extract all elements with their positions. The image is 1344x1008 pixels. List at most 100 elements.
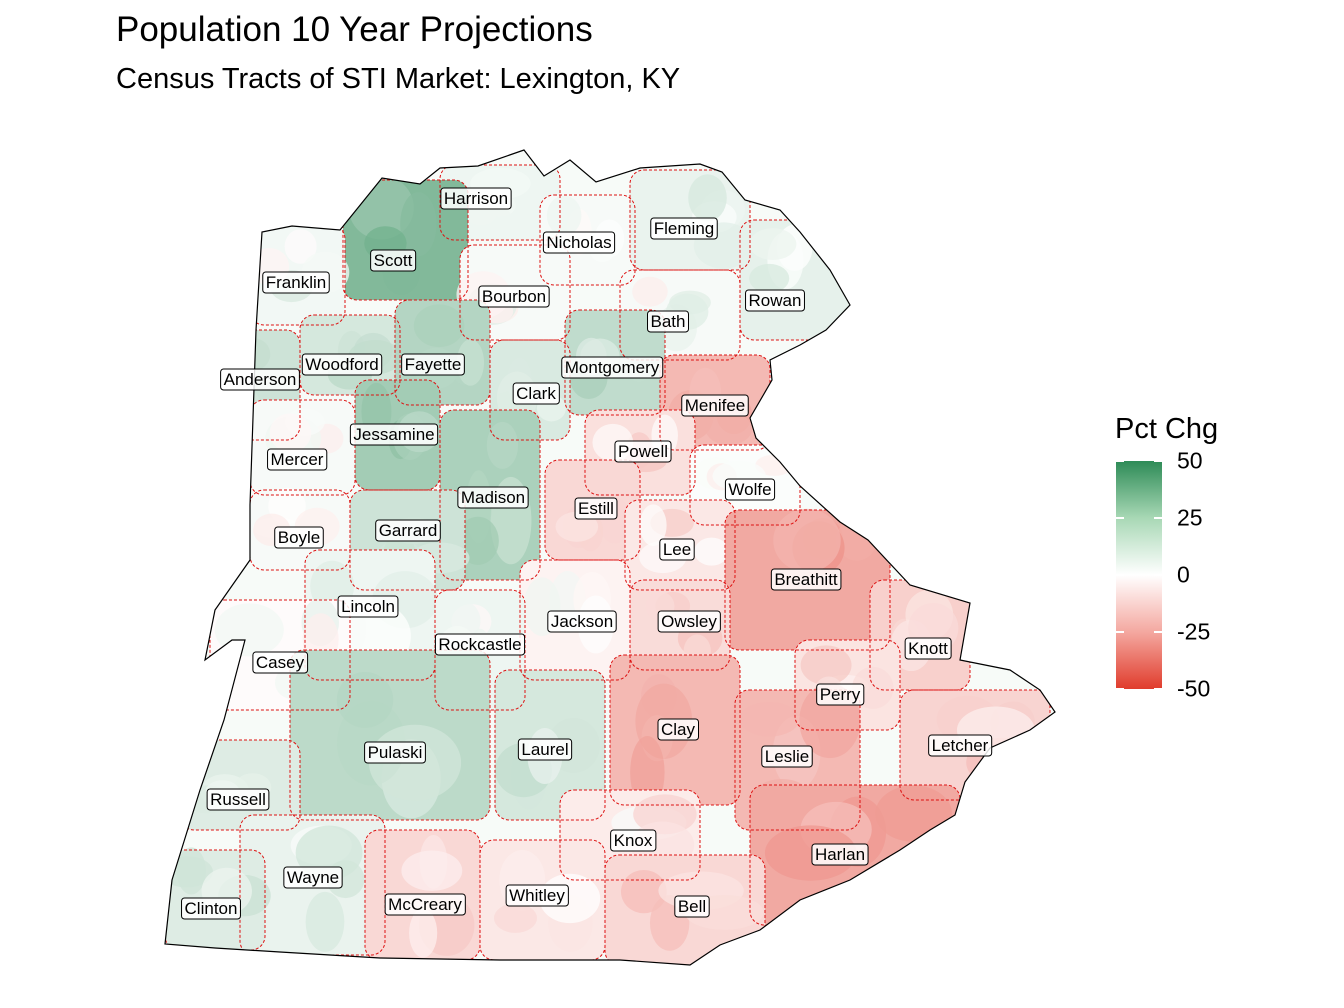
county-label-box [724, 478, 776, 501]
county-boundary [439, 409, 541, 581]
county-label-text: Bell [678, 897, 706, 916]
county-label-breathitt: Breathitt [770, 568, 842, 591]
county-label-text: Scott [374, 251, 413, 270]
tract-fill [176, 847, 206, 895]
county-label-box [181, 897, 241, 920]
county-mercer [250, 400, 355, 495]
county-label-box [206, 788, 270, 811]
county-label-text: Garrard [379, 521, 438, 540]
county-scott [343, 175, 468, 300]
legend-title: Pct Chg [1115, 413, 1219, 445]
county-label-madison: Madison [457, 486, 529, 509]
county-label-box [440, 187, 512, 210]
county-label-text: Rockcastle [438, 635, 521, 654]
county-labels: Harrison Scott Nicholas Fleming Franklin Bour… [181, 187, 993, 920]
county-label-box [542, 231, 616, 254]
county-boundary [629, 169, 751, 271]
county-label-box [349, 423, 439, 446]
legend-tick-label: 50 [1177, 447, 1203, 474]
county-label-text: Clinton [185, 899, 238, 918]
county-label-boyle: Boyle [274, 526, 324, 549]
legend-tick-label: 25 [1177, 504, 1203, 531]
county-label-text: Montgomery [565, 358, 660, 377]
county-label-wayne: Wayne [283, 866, 343, 889]
county-boundary [629, 579, 731, 671]
tract-fill [694, 537, 729, 566]
county-label-text: Bath [651, 312, 686, 331]
chart-title: Population 10 Year Projections [116, 10, 593, 49]
county-label-letcher: Letcher [928, 734, 993, 757]
county-boundary [734, 689, 861, 831]
tract-fill [269, 413, 312, 453]
county-label-montgomery: Montgomery [561, 356, 664, 379]
county-label-box [614, 440, 672, 463]
county-label-text: Laurel [521, 740, 568, 759]
county-label-box [384, 893, 466, 916]
tract-fill [705, 412, 753, 445]
county-label-box [375, 519, 441, 542]
county-label-box [904, 637, 952, 660]
county-label-text: Jackson [551, 612, 613, 631]
county-label-text: Knox [614, 831, 653, 850]
tract-fill [620, 870, 667, 914]
tract-fill [546, 195, 582, 236]
county-label-box [674, 895, 710, 918]
county-label-box [657, 610, 721, 633]
county-label-text: Bourbon [482, 287, 546, 306]
county-label-text: Rowan [749, 291, 802, 310]
county-label-clinton: Clinton [181, 897, 241, 920]
county-label-wolfe: Wolfe [724, 478, 776, 501]
county-label-box [610, 829, 657, 852]
county-label-text: Whitley [509, 886, 565, 905]
county-label-jackson: Jackson [547, 610, 617, 633]
county-label-rockcastle: Rockcastle [434, 633, 526, 656]
county-label-text: Leslie [765, 747, 809, 766]
tract-fill [875, 785, 953, 842]
county-label-text: Franklin [266, 273, 326, 292]
county-label-text: Boyle [278, 528, 321, 547]
county-label-laurel: Laurel [517, 738, 573, 761]
county-label-text: Mercer [271, 450, 324, 469]
tract-fill [236, 338, 271, 371]
county-label-box [505, 884, 569, 907]
county-label-box [267, 448, 328, 471]
legend-tick-label: -50 [1177, 675, 1211, 702]
county-boundary [439, 164, 561, 241]
county-label-text: Owsley [661, 612, 717, 631]
county-label-text: Harlan [815, 845, 865, 864]
tract-fill [739, 701, 800, 737]
county-label-box [262, 271, 330, 294]
county-label-franklin: Franklin [262, 271, 330, 294]
tract-fill [773, 508, 841, 573]
legend: Pct Chg 50 25 0 -25 -50 [1115, 413, 1255, 713]
county-label-text: Wayne [287, 868, 339, 887]
county-label-lee: Lee [659, 538, 695, 561]
tract-fill [486, 421, 519, 469]
county-label-powell: Powell [614, 440, 672, 463]
county-label-box [512, 382, 560, 405]
tract-fill [284, 229, 317, 264]
county-label-box [761, 745, 813, 768]
county-boundary [494, 669, 606, 821]
tract-fill [400, 192, 437, 257]
county-label-russell: Russell [206, 788, 270, 811]
county-label-text: Fayette [405, 355, 462, 374]
county-boundary [794, 639, 901, 731]
tract-fill [493, 903, 538, 933]
county-boundary [209, 599, 351, 711]
county-boundary [489, 339, 571, 441]
county-label-knott: Knott [904, 637, 952, 660]
county-boundary [459, 244, 571, 341]
county-label-text: McCreary [388, 895, 462, 914]
tract-fill [413, 304, 465, 348]
county-label-text: Clark [516, 384, 556, 403]
county-label-box [252, 651, 309, 674]
county-label-box [547, 610, 617, 633]
county-label-box [928, 734, 993, 757]
county-label-leslie: Leslie [761, 745, 813, 768]
county-boundary [609, 654, 741, 806]
county-label-perry: Perry [816, 683, 865, 706]
county-boundary [584, 409, 696, 496]
county-label-whitley: Whitley [505, 884, 569, 907]
